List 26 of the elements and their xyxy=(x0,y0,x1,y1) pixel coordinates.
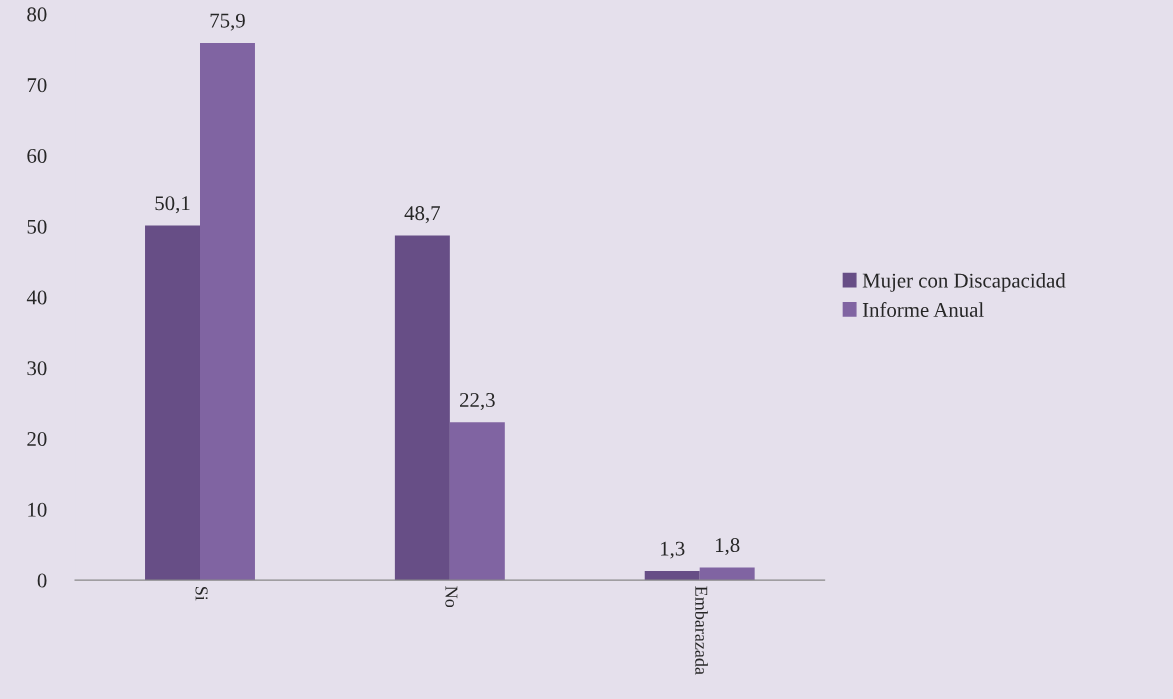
y-tick-label: 40 xyxy=(26,290,47,305)
data-label: 48,7 xyxy=(404,206,440,224)
y-tick-label: 60 xyxy=(27,148,47,163)
data-label: 22,3 xyxy=(460,393,495,410)
bar xyxy=(449,422,505,581)
y-tick-label: 70 xyxy=(27,78,47,93)
bar xyxy=(394,235,450,581)
y-tick-label: 20 xyxy=(27,432,47,447)
y-tick-label: 10 xyxy=(28,502,47,517)
bar xyxy=(644,570,700,581)
data-label: 50,1 xyxy=(155,196,190,214)
legend-label: Informe Anual xyxy=(862,302,984,317)
bar xyxy=(200,43,255,581)
data-label: 1,8 xyxy=(715,538,740,556)
y-tick-label: 0 xyxy=(37,573,47,588)
data-label: 1,3 xyxy=(661,541,685,559)
bar xyxy=(145,225,200,581)
y-tick-label: 30 xyxy=(27,361,47,376)
x-tick-label: Si xyxy=(195,586,208,601)
legend-label: Mujer con Discapacidad xyxy=(862,272,1066,292)
y-tick-label: 50 xyxy=(27,219,47,234)
x-tick-label: Embarazada xyxy=(695,586,708,675)
y-tick-label: 80 xyxy=(27,7,47,22)
bar xyxy=(699,567,755,581)
data-label: 75,9 xyxy=(210,13,245,31)
x-tick-label: No xyxy=(445,586,458,608)
